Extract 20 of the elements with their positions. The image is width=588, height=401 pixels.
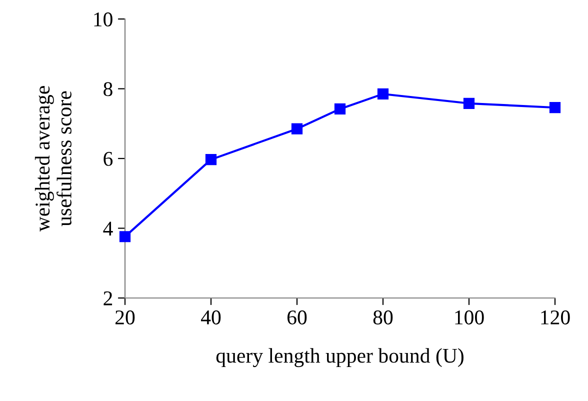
y-axis-title: weighted average usefulness score <box>34 86 72 232</box>
y-tick-label: 2 <box>104 291 112 306</box>
x-tick-label: 100 <box>455 310 484 324</box>
y-tick-label: 10 <box>94 12 112 26</box>
x-tick-label: 40 <box>200 310 221 324</box>
point <box>291 123 303 134</box>
y-tick-label: 8 <box>104 82 112 96</box>
point <box>119 231 131 242</box>
x-tick-label: 60 <box>287 310 307 324</box>
x-tick-label: 20 <box>116 310 135 324</box>
x-tick-label: 80 <box>373 310 393 324</box>
point <box>377 88 389 100</box>
point <box>334 103 346 115</box>
x-axis-title: query length upper bound (U) <box>216 348 464 368</box>
point <box>205 154 217 166</box>
point <box>463 98 475 109</box>
x-tick-label: 120 <box>541 310 570 324</box>
y-tick-label: 6 <box>104 152 113 166</box>
point <box>549 102 561 114</box>
y-tick-label: 4 <box>103 222 113 236</box>
